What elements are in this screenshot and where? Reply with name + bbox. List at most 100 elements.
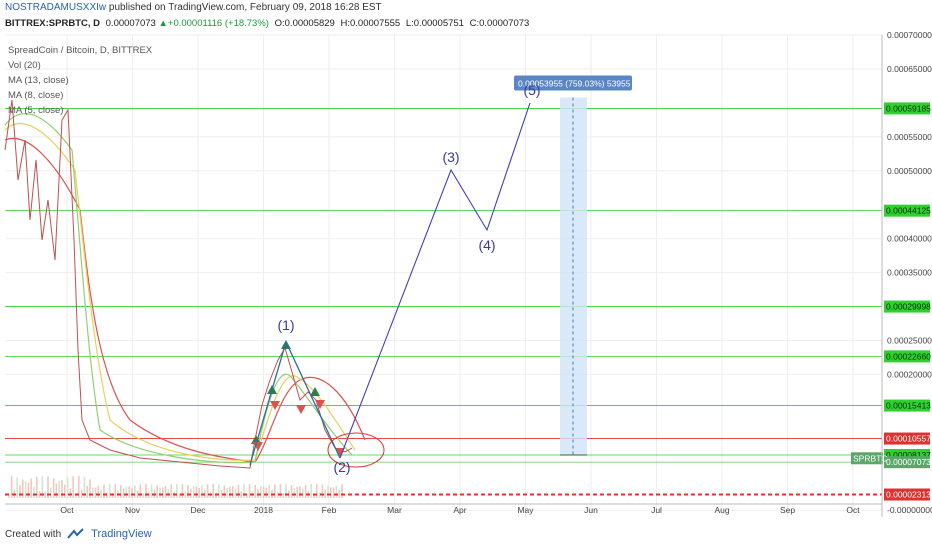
- volume-bar: [44, 492, 46, 498]
- x-tick-label: Jun: [584, 505, 598, 515]
- ohlc-bar: BITTREX:SPRBTC, D 0.00007073 ▲+0.0000111…: [5, 18, 530, 29]
- tradingview-logo-icon: [67, 528, 84, 539]
- volume-bar: [262, 487, 265, 498]
- level-tag-label: 0.00007073: [886, 457, 931, 467]
- volume-bar: [178, 493, 181, 498]
- tradingview-link[interactable]: TradingView: [91, 528, 152, 540]
- volume-bar: [260, 485, 262, 498]
- volume-bar: [234, 488, 237, 498]
- level-tag-label: 0.00002313: [886, 490, 931, 500]
- moving-average-line: [4, 113, 353, 464]
- wave-label: (4): [478, 237, 495, 253]
- volume-bar: [313, 493, 315, 498]
- indicator-legend: SpreadCoin / Bitcoin, D, BITTREX Vol (20…: [8, 43, 152, 118]
- volume-bar: [52, 478, 55, 498]
- level-tag-label: 0.00044125: [886, 206, 931, 216]
- publish-text: published on TradingView.com, February 0…: [108, 2, 382, 13]
- volume-bar: [100, 489, 102, 498]
- up-arrow-icon: ▲: [158, 18, 168, 29]
- volume-bar: [156, 485, 158, 498]
- volume-bar: [338, 489, 340, 498]
- volume-bar: [318, 491, 321, 498]
- volume-bar: [243, 484, 245, 498]
- low-value: 0.00005751: [413, 18, 464, 29]
- volume-bar: [66, 477, 69, 498]
- plot-area[interactable]: [5, 35, 882, 517]
- volume-bar: [75, 493, 77, 498]
- volume-bar: [108, 484, 111, 498]
- footer: Created with TradingView: [5, 528, 152, 540]
- x-tick-label: Oct: [846, 505, 860, 515]
- volume-bar: [94, 487, 97, 498]
- volume-bar: [125, 486, 128, 498]
- volume-bar: [92, 487, 94, 498]
- wave-label: (3): [442, 149, 459, 165]
- volume-bar: [131, 488, 133, 498]
- volume-bar: [296, 486, 298, 498]
- volume-bar: [335, 485, 338, 498]
- volume-bar: [316, 484, 318, 498]
- volume-bar: [229, 486, 231, 498]
- y-tick-label: 0.00055000: [887, 132, 932, 142]
- volume-bar: [8, 494, 10, 498]
- volume-bar: [80, 490, 83, 498]
- y-tick-label: 0.00070000: [887, 30, 932, 40]
- legend-ma5[interactable]: MA (5, close): [8, 105, 64, 116]
- y-tick-label: 0.00025000: [887, 335, 932, 345]
- volume-bar: [321, 484, 324, 498]
- symbol-tag-label: SPRBTC: [853, 453, 887, 463]
- measure-label: 0.00053955 (759.03%) 53955: [518, 78, 631, 88]
- level-tag: [884, 102, 930, 115]
- sell-signal-icon: [315, 400, 325, 409]
- level-tag-label: 0.00022660: [886, 351, 931, 361]
- legend-ma8[interactable]: MA (8, close): [8, 90, 64, 101]
- moving-average-line: [4, 137, 366, 463]
- x-tick-label: Apr: [453, 505, 466, 515]
- volume-bar: [254, 484, 256, 498]
- volume-bar: [150, 484, 153, 498]
- volume-bar: [341, 484, 343, 498]
- y-tick-label: 0.00050000: [887, 166, 932, 176]
- volume-bar: [134, 485, 136, 498]
- author-link[interactable]: NOSTRADAMUSXXIw: [5, 2, 107, 13]
- volume-bar: [22, 479, 24, 498]
- volume-bar: [190, 488, 192, 498]
- volume-bar: [268, 485, 270, 498]
- buy-signal-icon: [310, 387, 320, 396]
- volume-bar: [33, 486, 35, 498]
- x-tick-label: Jul: [651, 505, 662, 515]
- volume-bar: [223, 485, 226, 498]
- price-change: +0.00001116 (+18.73%): [167, 18, 269, 29]
- volume-bar: [285, 484, 287, 498]
- legend-ma13[interactable]: MA (13, close): [8, 75, 69, 86]
- volume-bar: [276, 492, 279, 498]
- volume-bar: [142, 493, 144, 498]
- volume-bar: [159, 487, 161, 498]
- wave-label: (5): [523, 82, 540, 98]
- volume-bar: [162, 487, 164, 498]
- wave-projection-line: [339, 102, 531, 459]
- volume-bar: [302, 488, 304, 498]
- volume-bar: [114, 484, 116, 498]
- highlight-ellipse: [327, 432, 385, 468]
- volume-bar: [206, 484, 209, 498]
- volume-bar: [69, 488, 72, 498]
- volume-bar: [226, 487, 228, 498]
- volume-bar: [47, 476, 49, 498]
- volume-bar: [103, 484, 105, 498]
- wave-line-1-2: [249, 340, 341, 466]
- volume-bar: [145, 484, 147, 498]
- legend-volume[interactable]: Vol (20): [8, 60, 41, 71]
- price-line: [4, 99, 353, 469]
- level-tag-label: 0.00008137: [886, 450, 931, 460]
- volume-bar: [86, 485, 88, 498]
- volume-bar: [212, 484, 214, 498]
- y-tick-label: 0.00040000: [887, 234, 932, 244]
- sell-signal-icon: [296, 405, 306, 414]
- level-tag: [884, 204, 930, 217]
- volume-bar: [120, 485, 122, 498]
- volume-bar: [36, 476, 38, 498]
- volume-bar: [83, 477, 86, 498]
- volume-bar: [89, 479, 91, 498]
